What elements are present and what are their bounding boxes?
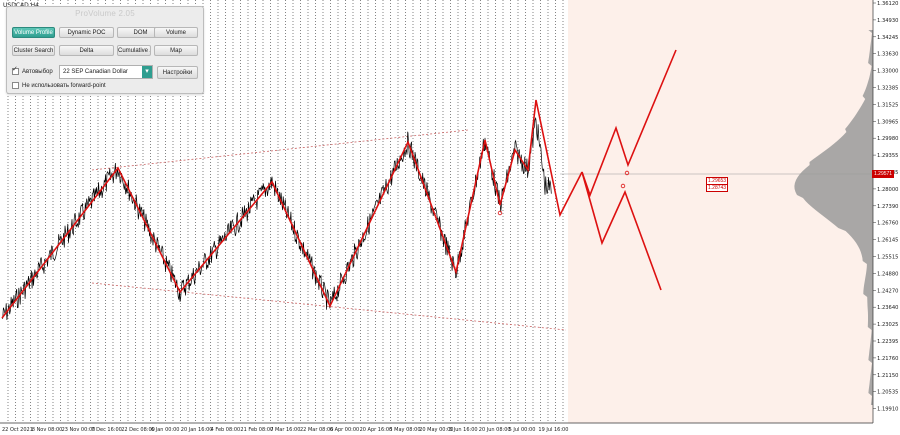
y-tick-label: 1.32385 [877,86,898,92]
y-tick-label: 1.23640 [877,305,898,311]
y-tick-label: 1.26760 [877,221,898,227]
x-tick-label: 8 Nov 08:00 [32,427,63,433]
y-tick-label: 1.23025 [877,322,898,328]
zigzag-line [1,99,583,319]
instrument-value: 22 SEP Canadian Dollar [63,69,128,75]
y-tick-label: 1.22395 [877,339,898,345]
instrument-select[interactable]: 22 SEP Canadian Dollar ▾ [59,65,153,79]
x-tick-label: 22 Oct 2021 [2,427,33,433]
y-tick-label: 1.30965 [877,119,898,125]
x-tick-label: 23 Nov 00:00 [62,427,96,433]
x-tick-label: 5 Jul 00:00 [509,427,536,433]
auto-select-label: Автовыбор [22,69,53,76]
y-tick-label: 1.21760 [877,356,898,362]
x-tick-label: 20 Jan 16:00 [181,427,213,433]
y-tick-label: 1.20535 [877,390,898,396]
y-tick-label: 1.25515 [877,255,898,261]
x-tick-label: 20 Apr 16:00 [360,427,393,433]
y-tick-label: 1.24270 [877,288,898,294]
y-tick-label: 1.29980 [877,136,898,142]
x-tick-label: 20 Jun 08:00 [479,427,511,433]
y-tick-label: 1.29355 [877,153,898,159]
y-tick-label: 1.27390 [877,204,898,210]
cluster-search-button[interactable]: Cluster Search [12,45,55,56]
x-tick-label: 22 Mar 08:00 [300,427,333,433]
price-marker-current: 1.29571 [872,170,895,178]
y-tick-label: 1.21150 [877,373,898,379]
forward-point-label: Не использовать forward-point [22,83,106,90]
volume-profile-button[interactable]: Volume Profile [12,27,55,38]
y-tick-label: 1.24880 [877,271,898,277]
auto-select-toggle[interactable]: Автовыбор [12,65,53,76]
signal-marker [620,183,626,189]
x-tick-label: 20 May 00:00 [419,427,453,433]
channel-lower [91,282,567,331]
channel-upper [91,129,469,171]
x-tick-label: 7 Mar 16:00 [270,427,300,433]
x-tick-label: 21 Feb 08:00 [240,427,273,433]
delta-button[interactable]: Delta [59,45,114,56]
y-tick-label: 1.31525 [877,102,898,108]
x-tick-label: 6 Jan 00:00 [151,427,179,433]
y-tick-label: 1.33000 [877,69,898,75]
dynamic-poc-button[interactable]: Dynamic POC [59,27,114,38]
signal-marker [624,170,630,176]
y-tick-label: 1.28000 [877,187,898,193]
settings-button[interactable]: Настройки [157,66,198,79]
map-button[interactable]: Map [154,45,198,56]
y-tick-label: 1.33630 [877,52,898,58]
volume-profile [794,30,873,405]
forecast-up [581,49,677,198]
signal-marker [497,210,503,216]
x-tick-label: 6 Apr 00:00 [330,427,359,433]
y-tick-label: 1.34930 [877,18,898,24]
x-tick-label: 22 Dec 08:00 [121,427,155,433]
symbol-label: USDCAD,H4 [3,2,39,9]
price-series [1,117,552,321]
y-tick-label: 1.36120 [877,1,898,7]
price-marker-2: 1.28743 [706,184,729,192]
y-tick-label: 1.26145 [877,238,898,244]
forward-point-checkbox[interactable] [12,82,19,89]
x-tick-label: 19 Jul 16:00 [538,427,568,433]
cumulative-delta-button[interactable]: Cumulative Δ [117,45,151,56]
x-tick-label: 4 Feb 08:00 [211,427,241,433]
x-tick-label: 3 Jun 16:00 [449,427,478,433]
panel-title: ProVolume 2.05 [75,9,135,18]
chevron-down-icon[interactable]: ▾ [142,66,152,78]
x-tick-label: 5 May 08:00 [389,427,420,433]
forecast-down [581,171,662,291]
y-tick-label: 1.34245 [877,35,898,41]
provolume-panel: ProVolume 2.05 Volume Profile Dynamic PO… [6,6,204,94]
forward-point-toggle[interactable]: Не использовать forward-point [12,82,106,89]
x-tick-label: 7 Dec 16:00 [91,427,121,433]
auto-select-checkbox[interactable] [12,65,19,75]
volume-button[interactable]: Volume [154,27,198,38]
y-tick-label: 1.19910 [877,407,898,413]
